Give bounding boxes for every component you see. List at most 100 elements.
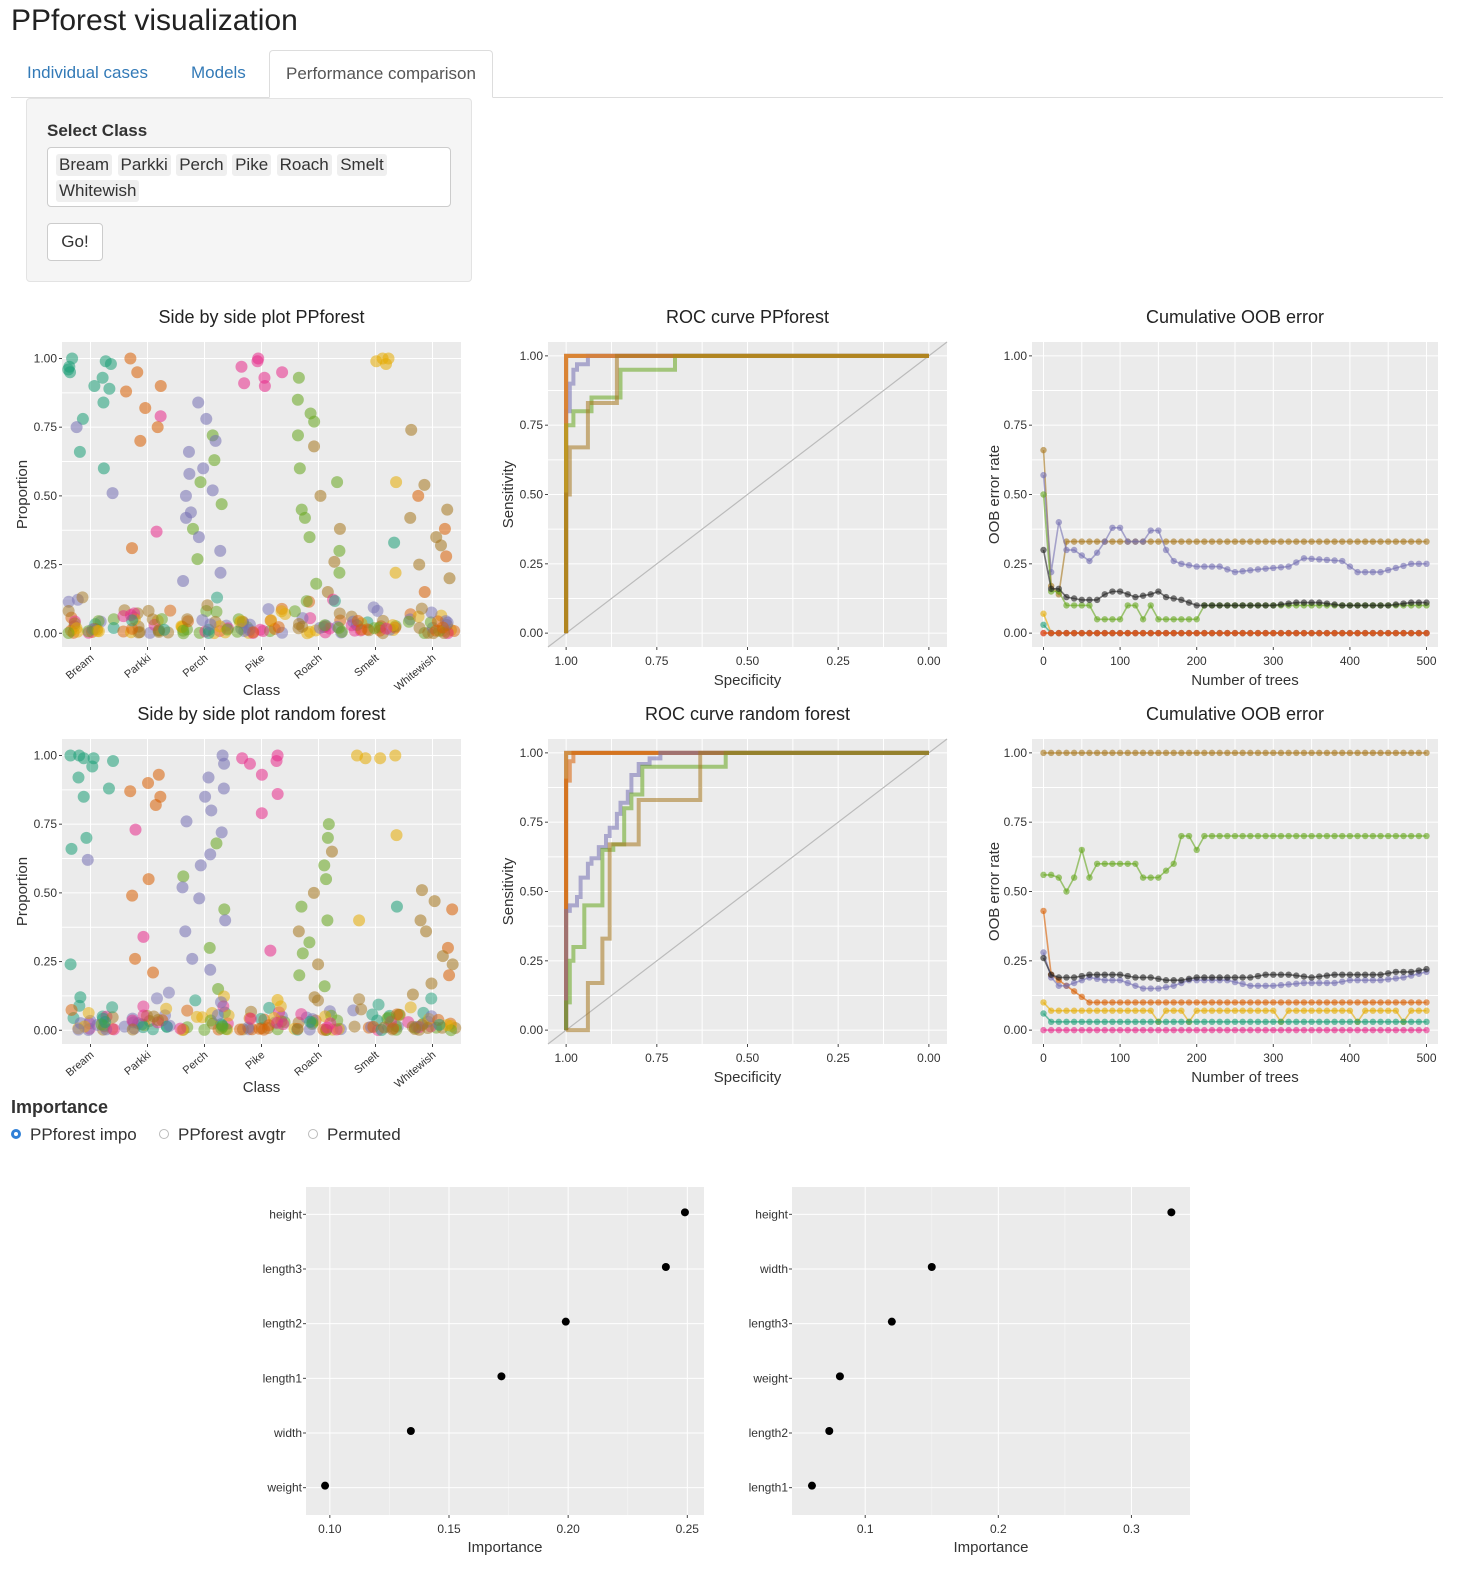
oob-point [1316, 979, 1323, 987]
oob-point [1116, 1018, 1124, 1026]
oob-point [1407, 629, 1415, 637]
data-point [203, 941, 216, 954]
go-button[interactable]: Go! [47, 223, 103, 261]
oob-point [1040, 621, 1047, 629]
oob-point [1040, 999, 1047, 1006]
data-point [222, 1009, 235, 1022]
data-point [201, 599, 214, 612]
oob-point [1362, 538, 1369, 545]
class-chip-smelt[interactable]: Smelt [337, 154, 387, 176]
data-point [65, 842, 78, 855]
class-chip-bream[interactable]: Bream [56, 154, 113, 176]
data-point [420, 925, 433, 938]
oob-point [1270, 982, 1277, 989]
radio-unselected-icon[interactable] [308, 1129, 318, 1139]
oob-point [1185, 975, 1193, 983]
oob-point [1040, 610, 1047, 617]
oob-point [1208, 1007, 1216, 1014]
data-point [65, 1003, 78, 1016]
oob-point [1323, 1018, 1331, 1026]
radio-unselected-icon[interactable] [159, 1129, 169, 1139]
oob-point [1285, 629, 1292, 637]
oob-point [1400, 538, 1407, 545]
oob-point [1377, 602, 1384, 609]
oob-point [1293, 999, 1300, 1006]
importance-point-width [406, 1427, 415, 1435]
data-point [146, 613, 159, 626]
oob-point [1239, 1026, 1246, 1034]
class-multiselect[interactable]: Bream Parkki Perch Pike Roach Smelt Whit… [47, 147, 451, 207]
x-tick-label: 0.50 [736, 654, 760, 668]
data-point [211, 591, 224, 604]
class-chip-parkki[interactable]: Parkki [117, 154, 171, 176]
tab-models[interactable]: Models [191, 63, 246, 82]
oob-point [1124, 972, 1131, 980]
oob-point [1239, 568, 1246, 575]
oob-point [1078, 972, 1085, 980]
oob-point [1155, 999, 1162, 1006]
oob-point [1270, 1026, 1277, 1034]
oob-point [1063, 982, 1070, 989]
y-tick-label: 0.25 [1004, 557, 1028, 571]
oob-point [1216, 832, 1223, 840]
oob-point [1377, 1018, 1384, 1026]
oob-point [1400, 999, 1407, 1006]
oob-point [1086, 1007, 1093, 1014]
data-point [129, 823, 142, 836]
oob-point [1331, 1026, 1338, 1034]
x-tick-label: 0.1 [857, 1522, 874, 1536]
tab-individual-cases[interactable]: Individual cases [27, 63, 148, 82]
oob-point [1224, 1007, 1231, 1014]
oob-point [1247, 567, 1254, 574]
oob-point [1293, 1026, 1300, 1034]
data-point [126, 1014, 139, 1027]
class-chip-perch[interactable]: Perch [176, 154, 227, 176]
data-point [180, 815, 193, 828]
oob-point [1270, 832, 1277, 840]
oob-point [1354, 749, 1361, 757]
y-tick-label: 0.50 [34, 886, 58, 900]
class-chip-roach[interactable]: Roach [276, 154, 332, 176]
oob-point [1316, 1026, 1323, 1034]
oob-point [1300, 1018, 1308, 1026]
oob-point [1147, 985, 1154, 992]
x-tick-label: Smelt [352, 652, 381, 679]
x-tick-label: Bream [64, 1049, 97, 1079]
oob-point [1346, 563, 1354, 570]
oob-point [1193, 563, 1200, 570]
class-chip-pike[interactable]: Pike [232, 154, 272, 176]
data-point [210, 605, 223, 618]
data-point [405, 423, 418, 436]
oob-point [1277, 971, 1285, 978]
oob-point [1331, 979, 1338, 987]
roc-ppforest-chart: ROC curve PPforest 0.00 0.25 0.50 0.75 1.00 1.… [500, 307, 948, 689]
data-point [333, 522, 346, 535]
oob-point [1385, 1026, 1392, 1034]
oob-point [1078, 846, 1085, 854]
data-point [193, 892, 206, 905]
oob-point [1093, 596, 1101, 604]
oob-point [1300, 979, 1308, 987]
oob-point [1224, 602, 1231, 609]
oob-point [1070, 874, 1078, 881]
oob-point [1407, 538, 1415, 545]
class-chip-whitewish[interactable]: Whitewish [56, 180, 140, 202]
data-point [293, 969, 306, 982]
oob-point [1323, 1026, 1331, 1034]
oob-point [1208, 563, 1216, 570]
oob-point [1293, 972, 1300, 979]
data-point [151, 421, 164, 434]
oob-point [1109, 1018, 1116, 1026]
roc-series-perch [564, 750, 929, 1031]
y-axis-label: Proportion [14, 857, 31, 926]
radio-selected-icon[interactable] [11, 1129, 21, 1139]
oob-rf-chart: Cumulative OOB error 0.00 0.25 0.50 0.75 1.00… [986, 704, 1438, 1086]
oob-point [1362, 977, 1369, 984]
x-tick-label: 0.3 [1123, 1522, 1140, 1536]
oob-point [1101, 538, 1108, 545]
y-axis-label: OOB error rate [986, 842, 1003, 941]
oob-point [1277, 1026, 1285, 1034]
oob-point [1047, 1026, 1055, 1034]
y-axis-label: Sensitivity [500, 857, 517, 925]
tab-performance-comparison[interactable]: Performance comparison [269, 50, 493, 98]
